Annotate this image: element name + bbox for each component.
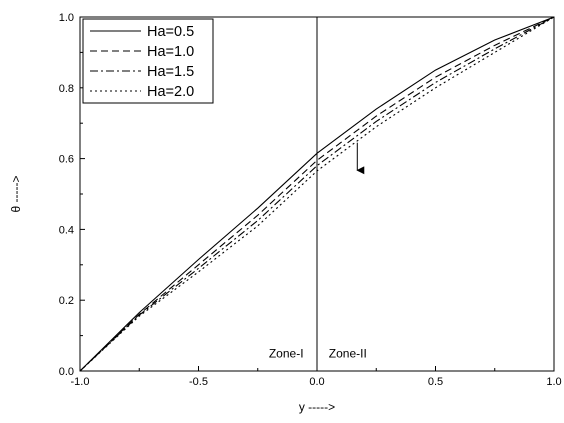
x-tick-label: 1.0: [546, 376, 561, 388]
x-tick-label: -1.0: [71, 376, 90, 388]
x-tick-label: 0.0: [309, 376, 324, 388]
y-axis-title: θ ----->: [9, 176, 23, 213]
series-line: [79, 16, 555, 372]
y-tick-label: 0.6: [59, 154, 74, 166]
y-tick-label: 0.2: [59, 295, 74, 307]
plot-lines: [79, 16, 555, 372]
series-line: [79, 16, 555, 372]
y-tick-label: 0.0: [59, 366, 74, 378]
legend: Ha=0.5 Ha=1.0 Ha=1.5 Ha=2.0: [82, 18, 214, 104]
y-tick-label: 0.8: [59, 83, 74, 95]
annotations: Zone-I Zone-II: [269, 142, 367, 360]
x-axis-title: y ----->: [299, 400, 335, 414]
zone-label: Zone-I: [269, 346, 304, 360]
zone-label: Zone-II: [329, 346, 367, 360]
series-line: [79, 16, 555, 372]
y-tick-label: 0.4: [59, 224, 74, 236]
legend-box: [82, 18, 214, 104]
legend-label: Ha=1.0: [147, 44, 194, 60]
legend-label: Ha=1.5: [147, 64, 194, 80]
legend-label: Ha=2.0: [147, 84, 194, 100]
y-tick-label: 1.0: [59, 12, 74, 24]
legend-label: Ha=0.5: [147, 24, 194, 40]
ticks: -1.0 -0.5 0.0 0.5 1.0 0.0 0.2 0.4 0.6 0.8 1.0: [59, 12, 562, 388]
x-tick-label: -0.5: [189, 376, 208, 388]
x-tick-label: 0.5: [428, 376, 443, 388]
